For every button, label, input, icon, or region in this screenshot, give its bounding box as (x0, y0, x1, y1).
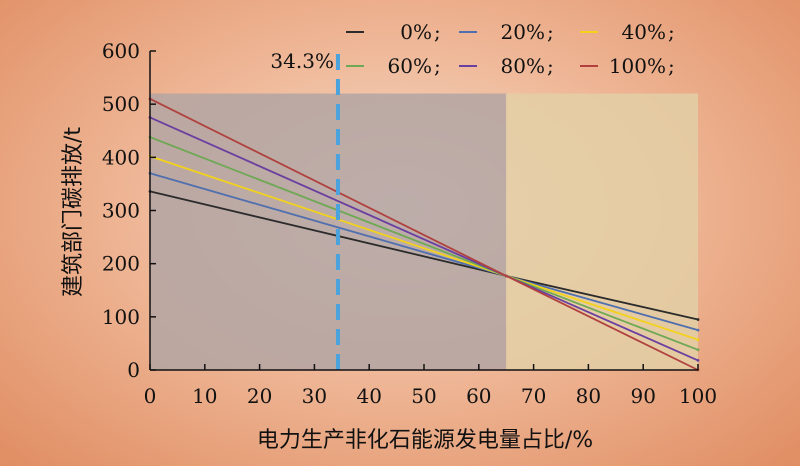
legend: 0%; 20%; 40% ;60%; 80%; 100%; (346, 20, 675, 78)
legend-label-1: 20% (501, 20, 545, 44)
x-tick-label: 60 (466, 384, 491, 408)
series-lines (148, 97, 700, 372)
axes: 0 100 200 300 400 500 600 0 10 20 30 40 50 60 70 80 90 10… (102, 39, 717, 408)
data-point (696, 318, 700, 321)
legend-separator: ; (668, 20, 675, 44)
data-point (504, 274, 508, 278)
x-tick-label: 70 (521, 384, 546, 408)
x-tick-label: 0 (144, 384, 157, 408)
reference-line-label: 34.3% (270, 49, 334, 73)
legend-label-2: 40% (622, 20, 666, 44)
reference-line: 34.3% (270, 47, 340, 370)
x-axis-title: 电力生产非化石能源发电量占比/% (257, 428, 593, 453)
legend-separator: ; (434, 20, 441, 44)
shaded-regions (150, 93, 698, 371)
y-axis-title: 建筑部门碳排放/t (61, 127, 86, 297)
x-tick-label: 20 (247, 384, 272, 408)
x-tick-label: 10 (192, 384, 217, 408)
shaded-region-0 (150, 93, 507, 371)
x-tick-label: 30 (302, 384, 327, 408)
x-tick-label: 80 (576, 384, 601, 408)
y-tick-label: 100 (102, 305, 140, 329)
x-tick-label: 50 (411, 384, 436, 408)
x-tick-label: 90 (630, 384, 655, 408)
data-point (696, 328, 700, 332)
legend-separator: ; (434, 54, 441, 78)
x-tick-label: 100 (679, 384, 717, 408)
y-tick-label: 400 (102, 145, 140, 169)
data-point (696, 359, 700, 362)
data-point (696, 338, 700, 342)
shaded-region-1 (506, 93, 698, 371)
y-tick-label: 300 (102, 199, 140, 223)
y-tick-label: 200 (102, 252, 140, 276)
legend-label-5: 100% (609, 54, 666, 78)
y-tick-label: 600 (102, 39, 140, 63)
y-tick-label: 500 (102, 92, 140, 116)
legend-label-0: 0% (400, 20, 432, 44)
legend-separator: ; (547, 20, 554, 44)
legend-label-3: 60% (388, 54, 432, 78)
legend-separator: ; (668, 54, 675, 78)
x-tick-label: 40 (356, 384, 381, 408)
legend-separator: ; (547, 54, 554, 78)
y-tick-label: 0 (127, 358, 140, 382)
data-point (696, 348, 700, 352)
legend-label-4: 80% (501, 54, 545, 78)
